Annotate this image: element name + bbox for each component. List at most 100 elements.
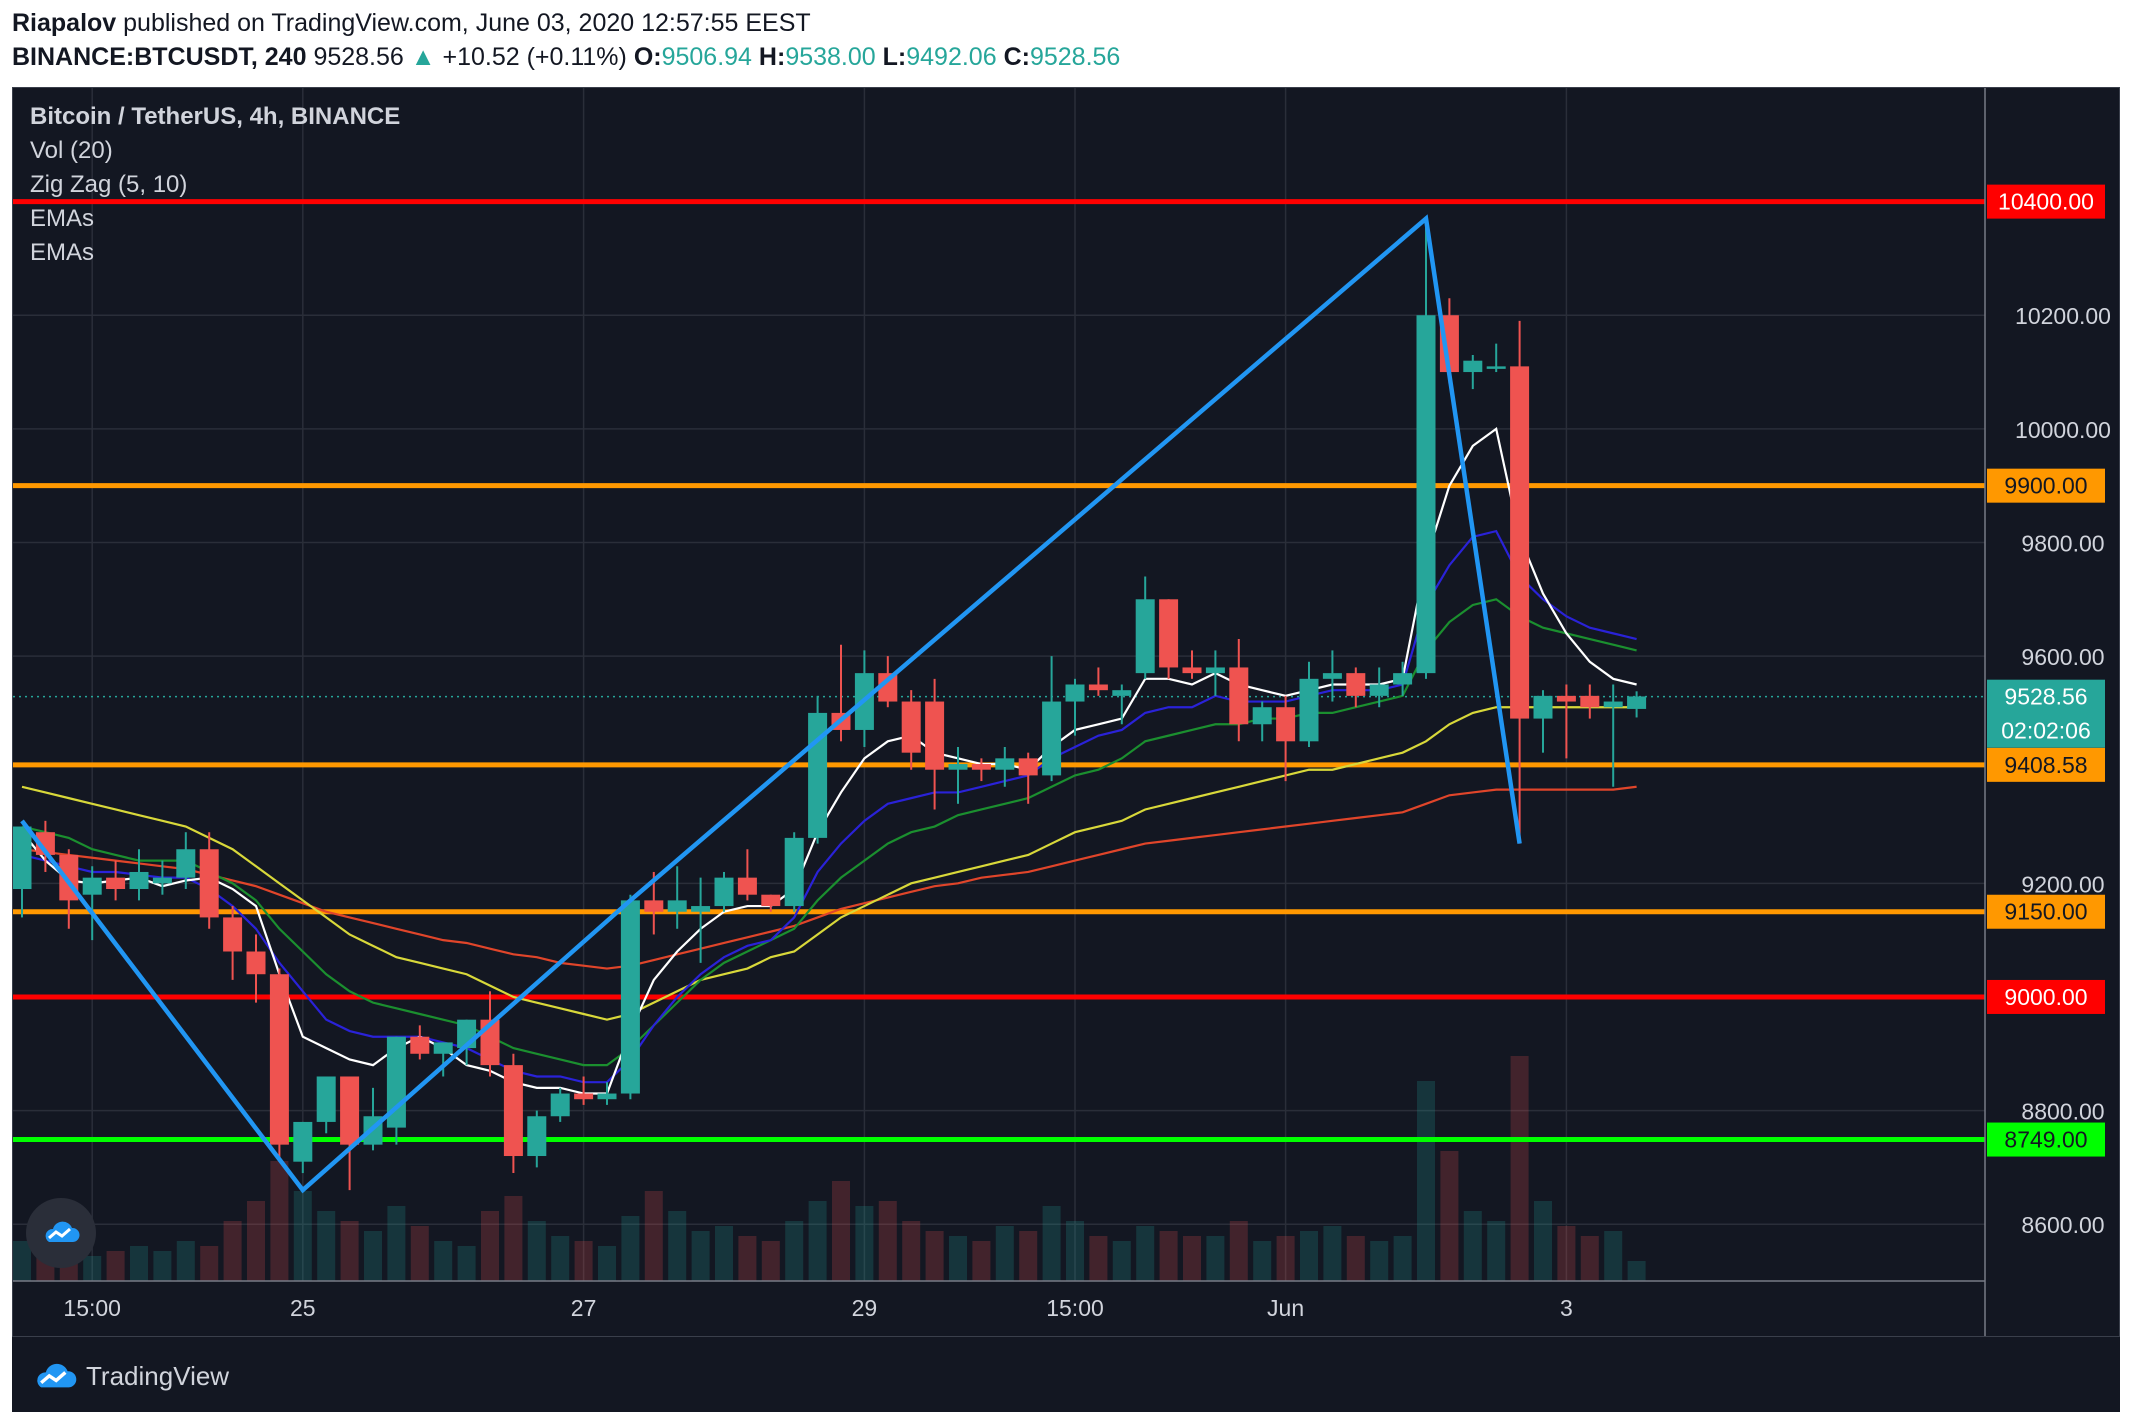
candle-down[interactable] — [1182, 667, 1202, 674]
candle-up[interactable] — [667, 900, 687, 912]
volume-bar — [691, 1231, 710, 1281]
candle-down[interactable] — [503, 1065, 523, 1157]
candle-down[interactable] — [878, 673, 898, 702]
candle-up[interactable] — [1252, 707, 1272, 725]
volume-bar — [387, 1206, 406, 1281]
candle-up[interactable] — [13, 826, 32, 890]
chart-frame[interactable]: 8600.00 8800.00 9200.00 9600.00 9800.00 10000… — [12, 87, 2120, 1337]
candle-up[interactable] — [293, 1121, 313, 1162]
candle-down[interactable] — [1510, 366, 1530, 719]
volume-bar — [83, 1256, 102, 1281]
time-tick-label: 25 — [290, 1295, 316, 1321]
candle-down[interactable] — [1088, 684, 1108, 691]
candle-down[interactable] — [574, 1093, 594, 1100]
zigzag-line[interactable] — [20, 214, 1522, 1194]
symbol-label: BINANCE:BTCUSDT, 240 — [12, 43, 307, 71]
candle-up[interactable] — [691, 906, 711, 912]
candle-down[interactable] — [246, 951, 266, 975]
candle-up[interactable] — [1393, 673, 1413, 685]
candle-up[interactable] — [1322, 673, 1342, 679]
candle-up[interactable] — [176, 849, 196, 878]
candle-down[interactable] — [925, 701, 945, 770]
candle-down[interactable] — [340, 1076, 360, 1145]
published-text: published on TradingView.com, June 03, 2… — [116, 9, 811, 37]
candle-down[interactable] — [1580, 695, 1600, 708]
legend-zigzag[interactable]: Zig Zag (5, 10) — [30, 171, 188, 198]
candle-down[interactable] — [761, 894, 781, 907]
candle-down[interactable] — [106, 877, 126, 890]
candle-up[interactable] — [433, 1042, 453, 1054]
legend-volume[interactable]: Vol (20) — [30, 137, 113, 164]
candle-down[interactable] — [901, 701, 921, 753]
candle-up[interactable] — [1627, 696, 1647, 709]
candle-up[interactable] — [1603, 701, 1623, 708]
candle-up[interactable] — [152, 877, 172, 884]
candle-up[interactable] — [1416, 315, 1436, 674]
candle-up[interactable] — [1299, 678, 1319, 742]
legend-title[interactable]: Bitcoin / TetherUS, 4h, BINANCE — [30, 103, 401, 130]
volume-bar — [340, 1221, 359, 1281]
volume-bar — [551, 1236, 570, 1281]
candle-down[interactable] — [1229, 667, 1249, 725]
candle-down[interactable] — [199, 849, 219, 918]
candle-down[interactable] — [35, 832, 55, 855]
candle-up[interactable] — [1369, 684, 1389, 696]
candle-up[interactable] — [550, 1093, 570, 1117]
legend-ema-2[interactable]: EMAs — [30, 239, 95, 266]
volume-bar — [1066, 1221, 1084, 1281]
tradingview-brand[interactable]: TradingView — [32, 1361, 229, 1392]
volume-bar — [176, 1241, 195, 1281]
level-label-box — [1987, 894, 2105, 929]
price-chart[interactable]: 8600.00 8800.00 9200.00 9600.00 9800.00 10000… — [13, 88, 2121, 1338]
volume-bar — [1136, 1226, 1155, 1281]
time-tick-label: 29 — [852, 1295, 878, 1321]
candle-up[interactable] — [784, 837, 804, 907]
candle-down[interactable] — [223, 917, 243, 952]
candle-up[interactable] — [1065, 684, 1085, 702]
price-tick-label: 10200.00 — [2015, 303, 2111, 329]
candle-down[interactable] — [737, 877, 757, 895]
candle-up[interactable] — [948, 764, 968, 770]
countdown-label: 02:02:06 — [2001, 718, 2091, 744]
candle-up[interactable] — [1463, 360, 1483, 373]
tradingview-logo-button[interactable] — [26, 1198, 96, 1268]
candle-up[interactable] — [1042, 701, 1062, 776]
candle-up[interactable] — [82, 877, 102, 895]
candle-up[interactable] — [129, 871, 149, 890]
legend-ema-1[interactable]: EMAs — [30, 205, 95, 232]
candle-down[interactable] — [644, 900, 664, 912]
last-price: 9528.56 — [313, 43, 404, 71]
candle-up[interactable] — [1112, 690, 1132, 696]
candle-down[interactable] — [410, 1036, 430, 1054]
open-value: 9506.94 — [661, 43, 752, 71]
volume-bar — [270, 1161, 289, 1281]
candle-up[interactable] — [714, 877, 734, 907]
author-name[interactable]: Riapalov — [12, 9, 117, 37]
volume-bar — [1393, 1236, 1412, 1281]
candle-down[interactable] — [269, 974, 289, 1145]
candle-up[interactable] — [995, 758, 1015, 770]
candle-up[interactable] — [1135, 599, 1155, 674]
volume-bar — [1206, 1236, 1225, 1281]
volume-bar — [1580, 1236, 1599, 1281]
candle-down[interactable] — [1018, 758, 1038, 776]
candle-up[interactable] — [316, 1076, 336, 1122]
volume-bar — [1557, 1226, 1576, 1281]
candle-down[interactable] — [1159, 599, 1179, 668]
candle-up[interactable] — [597, 1093, 617, 1100]
candle-down[interactable] — [1556, 695, 1576, 702]
candle-up[interactable] — [1533, 695, 1553, 719]
volume-bar — [715, 1226, 733, 1281]
volume-bar — [1440, 1151, 1459, 1281]
candle-down[interactable] — [1346, 673, 1366, 696]
candle-up[interactable] — [527, 1116, 547, 1157]
candle-up[interactable] — [1486, 366, 1506, 369]
candle-up[interactable] — [1205, 667, 1225, 674]
candle-down[interactable] — [971, 764, 991, 770]
volume-bar — [832, 1181, 850, 1281]
level-label-box — [1987, 747, 2105, 782]
candle-down[interactable] — [1276, 707, 1296, 742]
brand-name: TradingView — [86, 1361, 230, 1391]
candle-up[interactable] — [620, 900, 640, 1094]
level-label-box — [1987, 979, 2105, 1014]
